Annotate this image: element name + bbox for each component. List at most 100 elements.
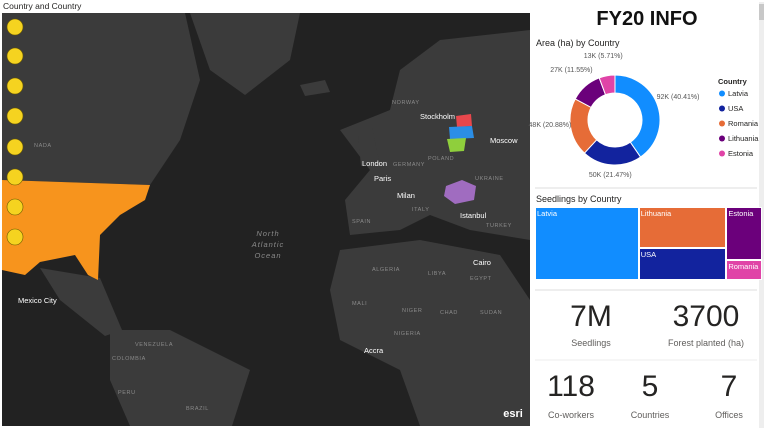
legend-swatch: [719, 120, 725, 127]
map-label: CHAD: [440, 310, 458, 316]
map-label: Paris: [374, 174, 391, 183]
legend-swatch: [719, 90, 725, 97]
map-credit: esri: [503, 408, 523, 420]
map-label: SUDAN: [480, 310, 502, 316]
map-label: UKRAINE: [475, 176, 504, 182]
land: [2, 13, 530, 426]
data-label: 92K (40.41%): [656, 94, 700, 102]
map-label: EGYPT: [470, 276, 492, 282]
map-label: Milan: [397, 191, 415, 200]
map-label: SPAIN: [352, 219, 371, 225]
legend-swatch: [719, 105, 725, 112]
kpi-label: Countries: [630, 410, 670, 420]
uk: [358, 128, 379, 166]
panel-title: FY20 INFO: [596, 8, 697, 30]
map-label: NIGERIA: [394, 331, 421, 337]
kpi-label: Co-workers: [547, 410, 594, 420]
map-label: VENEZUELA: [135, 342, 173, 348]
treemap-tile: [726, 260, 762, 280]
map-label: COLOMBIA: [112, 356, 146, 362]
tool-button[interactable]: [6, 228, 24, 246]
greenland: [190, 13, 300, 95]
donut-slice: [598, 74, 616, 96]
ocean-label: North Atlantic Ocean: [251, 229, 285, 260]
map-label: NADA: [34, 143, 52, 149]
map-label: NIGER: [402, 308, 422, 314]
map-label: MALI: [352, 301, 367, 307]
map-label: POLAND: [428, 156, 454, 162]
treemap-label: Estonia: [728, 209, 754, 218]
legend-title: Country: [718, 77, 748, 86]
map-label: London: [362, 159, 387, 168]
map-title: Country and Country: [3, 1, 82, 11]
map-label: Cairo: [473, 258, 491, 267]
legend-label: Lithuania: [728, 134, 759, 143]
legend-label: Latvia: [728, 89, 749, 98]
scroll-thumb[interactable]: [759, 4, 764, 20]
map-labels: Stockholm Moscow London Paris Milan Ista…: [18, 100, 518, 412]
central-america: [40, 268, 122, 336]
canada: [2, 13, 200, 185]
map-label: GERMANY: [393, 162, 425, 168]
tool-button[interactable]: [6, 168, 24, 186]
map-label: ITALY: [412, 207, 429, 213]
eurasia: [340, 30, 530, 240]
kpi-label: Offices: [715, 410, 743, 420]
kpi-value: 118: [547, 370, 595, 403]
treemap-tile: [638, 247, 727, 280]
latvia-region: [449, 126, 474, 139]
kpi-value: 7: [720, 370, 738, 403]
map-label: LIBYA: [428, 271, 446, 277]
tool-button[interactable]: [6, 198, 24, 216]
tool-button[interactable]: [6, 47, 24, 65]
iceland: [300, 80, 330, 96]
legend-label: USA: [728, 104, 743, 113]
map-label: BRAZIL: [186, 406, 209, 412]
africa: [330, 240, 530, 426]
kpi-value: 3700: [672, 300, 740, 333]
lithuania-region: [447, 138, 466, 152]
legend-swatch: [719, 135, 725, 142]
treemap-label: Latvia: [537, 209, 558, 218]
data-label: 48K (20.88%): [528, 122, 572, 130]
map-label: Stockholm: [420, 112, 455, 121]
map-label: Accra: [364, 346, 384, 355]
data-label: 50K (21.47%): [588, 171, 632, 179]
data-label: 13K (5.71%): [583, 52, 623, 60]
usa-region: [2, 180, 150, 280]
map-label: NORWAY: [392, 100, 420, 106]
legend-label: Estonia: [728, 149, 754, 158]
legend-swatch: [719, 150, 725, 157]
treemap-tile: [638, 207, 727, 248]
chart-title: Seedlings by Country: [536, 194, 622, 204]
legend-label: Romania: [728, 119, 759, 128]
tool-button[interactable]: [6, 138, 24, 156]
donut-slice: [614, 74, 661, 158]
treemap-label: Romania: [728, 262, 759, 272]
romania-region: [444, 180, 476, 204]
map-label: Moscow: [490, 136, 518, 145]
kpi-value: 7M: [570, 300, 612, 333]
treemap-label: Lithuania: [640, 209, 672, 218]
treemap-label: USA: [640, 249, 657, 259]
south-america: [110, 330, 250, 426]
data-label: 27K (11.55%): [550, 66, 593, 74]
toolbar: [6, 18, 24, 246]
chart-title: Area (ha) by Country: [536, 38, 620, 48]
map-label: PERU: [118, 390, 136, 396]
kpi-value: 5: [641, 370, 659, 403]
kpi-label: Forest planted (ha): [667, 338, 745, 348]
treemap-tile: [535, 207, 639, 280]
map-label: ALGERIA: [372, 267, 400, 273]
tool-button[interactable]: [6, 107, 24, 125]
tool-button[interactable]: [6, 77, 24, 95]
kpi-label: Seedlings: [571, 338, 611, 348]
map-label: TURKEY: [486, 223, 512, 229]
tool-button[interactable]: [6, 18, 24, 36]
estonia-region: [456, 114, 472, 127]
treemap-tile: [726, 207, 762, 261]
map-label: Istanbul: [460, 211, 487, 220]
map-label: Mexico City: [18, 296, 57, 305]
